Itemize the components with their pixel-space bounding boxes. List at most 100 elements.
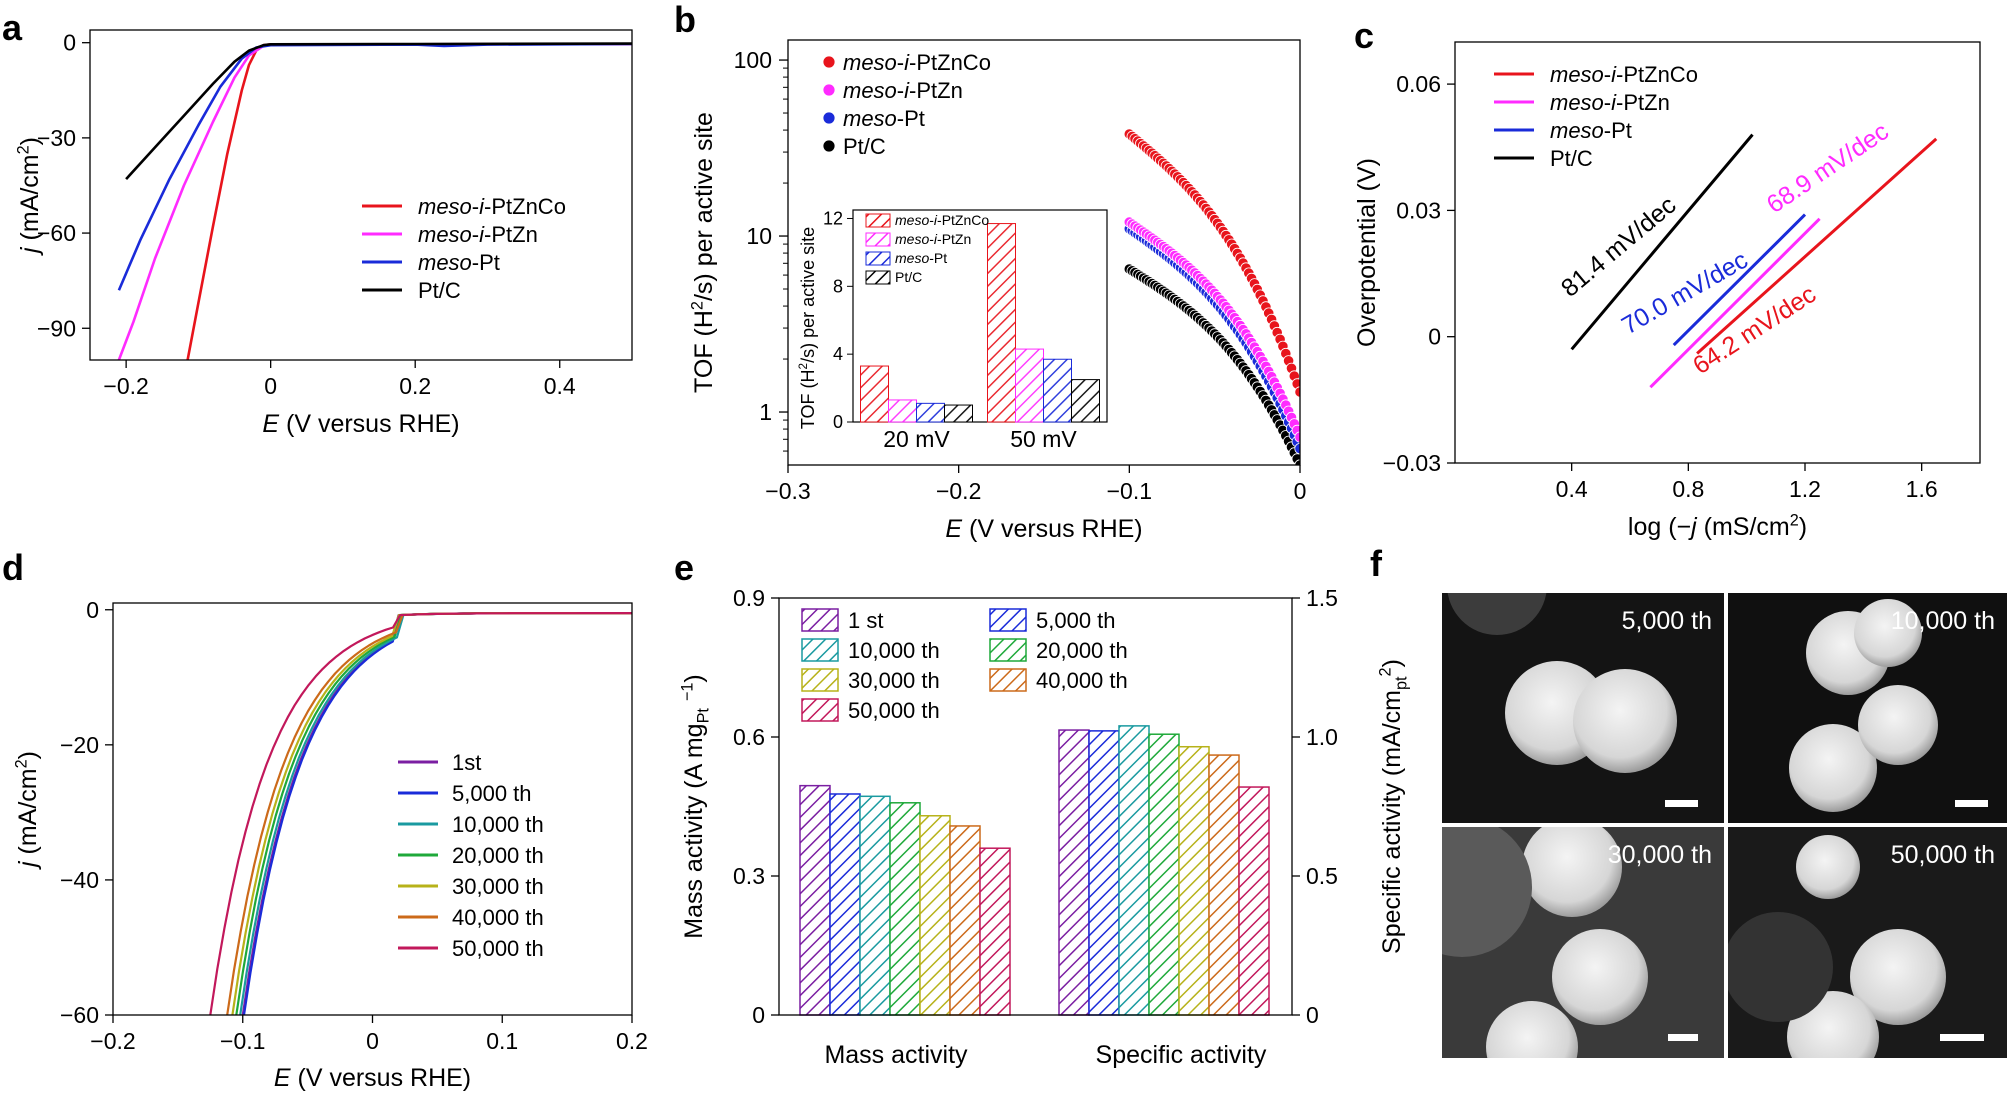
legend-label: 10,000 th xyxy=(452,812,544,837)
y-tick-label: −0.03 xyxy=(1383,450,1441,476)
nanoparticle xyxy=(1522,827,1622,917)
inset-legend-label: Pt/C xyxy=(895,269,922,285)
series-line-c40000 xyxy=(226,611,632,1015)
legend-label: 50,000 th xyxy=(452,936,544,961)
plot-frame xyxy=(1454,41,1981,464)
panel-e: 0 0.3 0.6 0.9 0 0.5 1.0 1.5 Mass activity Specifi… xyxy=(679,585,1411,1069)
slope-label: 70.0 mV/dec xyxy=(1617,246,1753,340)
legend-label: Pt/C xyxy=(418,278,461,303)
panel-f: 5,000 th 10,000 th 30,000 th 50,000 th xyxy=(1442,593,2007,1058)
y-tick-label: −90 xyxy=(37,315,76,341)
legend-label: meso-i-PtZnCo xyxy=(1550,62,1698,87)
legend-swatch xyxy=(989,638,1027,662)
scale-bar xyxy=(1955,800,1988,807)
nanoparticle xyxy=(1850,929,1946,1025)
plot-area xyxy=(1123,128,1300,465)
legend-swatch xyxy=(989,668,1027,692)
y-axis-label-right: Specific activity (mA/cmpt2) xyxy=(1377,659,1411,954)
y-tick-label: 0.9 xyxy=(733,585,765,611)
legend-label: meso-i-PtZnCo xyxy=(843,50,991,75)
legend-swatch xyxy=(989,608,1027,632)
x-axis-label: E (V versus RHE) xyxy=(945,515,1142,543)
y-tick-label: 0 xyxy=(1428,324,1441,350)
legend-label: 30,000 th xyxy=(848,668,940,693)
bar-1-5 xyxy=(1208,754,1240,1016)
inset-legend-label: meso-i-PtZnCo xyxy=(895,212,989,228)
nanoparticle xyxy=(1447,593,1547,635)
legend-label: meso-Pt xyxy=(418,250,500,275)
inset-category-label: 20 mV xyxy=(883,426,950,452)
micrograph-content xyxy=(1789,599,1938,812)
bar-0-0 xyxy=(799,784,831,1016)
y-tick-label: 10 xyxy=(746,223,772,249)
data-point-PtZnCo xyxy=(1294,386,1300,398)
data-point-Pt xyxy=(1294,443,1300,455)
nanoparticle xyxy=(1858,685,1938,765)
y-tick-label: 0 xyxy=(63,30,76,56)
inset-bar-chart: 0 4 8 12 20 mV 50 mV TOF (H2/s) per active sit… xyxy=(797,208,1108,452)
bar-0-2 xyxy=(859,795,891,1016)
y-tick-label: −20 xyxy=(60,732,99,758)
x-tick-label: −0.1 xyxy=(220,1028,265,1054)
nanoparticle xyxy=(1442,827,1532,957)
inset-bar xyxy=(888,399,917,423)
legend-swatch xyxy=(801,698,839,722)
x-tick-label: −0.2 xyxy=(103,373,148,399)
micrograph-label: 10,000 th xyxy=(1891,607,1995,635)
bar-0-6 xyxy=(979,847,1011,1016)
legend-label: meso-i-PtZnCo xyxy=(418,194,566,219)
series-line-c1st xyxy=(241,611,632,1015)
inset-y-tick-label: 0 xyxy=(833,412,843,432)
legend-label: Pt/C xyxy=(1550,146,1593,171)
x-tick-label: 0.2 xyxy=(399,373,431,399)
legend-label: 1 st xyxy=(848,608,883,633)
legend-label: 1st xyxy=(452,750,481,775)
series-line-c20000 xyxy=(235,611,632,1015)
y-axis-label: j (mA/cm2) xyxy=(13,751,43,870)
y-tick-label: 1.5 xyxy=(1306,585,1338,611)
y-tick-label: 0.5 xyxy=(1306,863,1338,889)
plot-frame xyxy=(778,597,1293,1016)
nanoparticle xyxy=(1789,724,1877,812)
fit-line-PtZn xyxy=(1649,217,1821,389)
inset-bar xyxy=(1015,348,1044,423)
micrograph-content xyxy=(1442,827,1648,1058)
micrograph-label: 30,000 th xyxy=(1608,841,1712,869)
inset-bar xyxy=(987,223,1016,423)
micrograph-content xyxy=(1728,835,1946,1058)
inset-legend-label: meso-Pt xyxy=(895,250,947,266)
bar-1-0 xyxy=(1058,729,1090,1016)
bar-0-4 xyxy=(919,815,951,1016)
slope-label: 81.4 mV/dec xyxy=(1556,191,1682,303)
legend-label: Pt/C xyxy=(843,134,886,159)
legend-label: meso-Pt xyxy=(843,106,925,131)
y-tick-label: 1.0 xyxy=(1306,724,1338,750)
y-tick-label: −40 xyxy=(60,867,99,893)
plot-frame xyxy=(89,29,633,361)
x-tick-label: 0.2 xyxy=(616,1028,648,1054)
legend-label: 40,000 th xyxy=(452,905,544,930)
inset-legend-label: meso-i-PtZn xyxy=(895,231,971,247)
series-line-PtC xyxy=(125,42,632,180)
fit-line-Pt xyxy=(1672,213,1807,347)
legend-swatch xyxy=(801,668,839,692)
y-tick-label: 0.03 xyxy=(1396,197,1441,223)
x-tick-label: 1.2 xyxy=(1789,476,1821,502)
y-tick-label: 1 xyxy=(759,399,772,425)
category-label: Mass activity xyxy=(824,1041,968,1069)
plot-frame xyxy=(787,39,1301,466)
data-point-PtZn xyxy=(1294,431,1300,443)
bar-0-3 xyxy=(889,802,921,1016)
panel-letter-f: f xyxy=(1370,543,1383,584)
panel-letter-b: b xyxy=(674,0,696,40)
y-axis-label: Overpotential (V) xyxy=(1353,158,1381,347)
inset-bar xyxy=(1043,358,1072,423)
bar-1-6 xyxy=(1238,786,1270,1016)
x-tick-label: 0 xyxy=(1294,478,1307,504)
legend-swatch xyxy=(801,608,839,632)
x-tick-label: 0.8 xyxy=(1672,476,1704,502)
inset-bar xyxy=(916,402,945,423)
plot-area xyxy=(117,42,632,360)
series-line-Pt xyxy=(117,42,632,291)
inset-legend-swatch xyxy=(865,270,891,285)
